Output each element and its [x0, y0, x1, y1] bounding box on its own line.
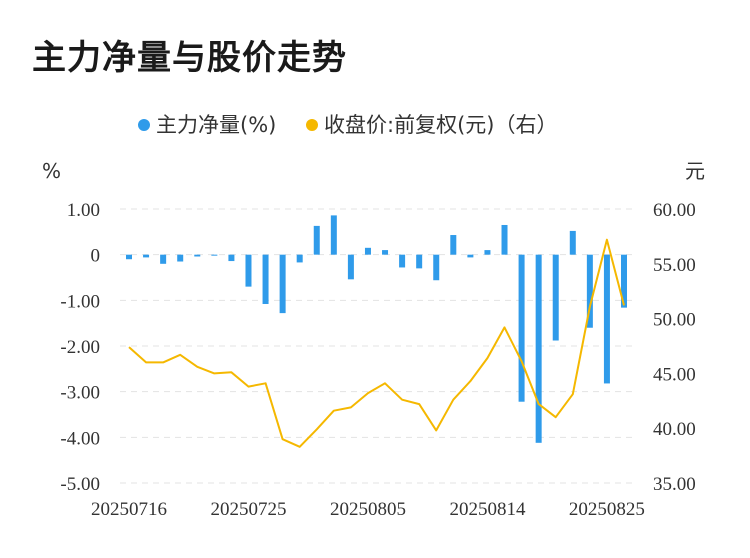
bar-20250805 — [364, 247, 371, 255]
left-tick-label: -4.00 — [60, 428, 100, 449]
chart-title: 主力净量与股价走势 — [32, 38, 347, 78]
left-tick-label: -1.00 — [60, 291, 100, 312]
right-tick-label: 55.00 — [653, 255, 696, 276]
left-tick-label: 0 — [91, 246, 101, 267]
bar-20250723 — [211, 254, 218, 256]
x-tick-label: 20250805 — [330, 499, 406, 520]
x-tick-label: 20250825 — [569, 499, 645, 520]
right-tick-label: 60.00 — [653, 200, 696, 221]
bar-series — [126, 215, 627, 443]
bar-20250821 — [569, 230, 576, 255]
x-tick-label: 20250716 — [91, 499, 167, 520]
right-tick-label: 40.00 — [653, 419, 696, 440]
bar-20250811 — [433, 254, 440, 281]
left-axis-unit: % — [42, 159, 61, 183]
bar-20250716 — [126, 254, 132, 260]
bar-20250730 — [296, 254, 303, 263]
bar-20250804 — [347, 254, 354, 280]
legend: 主力净量(%) 收盘价:前复权(元)（右） — [138, 113, 557, 137]
bar-20250728 — [262, 254, 269, 304]
legend-marker-1 — [306, 119, 318, 131]
bar-20250815 — [501, 224, 508, 255]
bar-20250729 — [279, 254, 286, 314]
bar-20250731 — [313, 225, 320, 255]
bar-20250819 — [535, 254, 542, 443]
gridlines — [120, 208, 632, 484]
bar-20250826 — [621, 254, 627, 308]
line-series — [128, 238, 625, 448]
bar-20250721 — [177, 254, 184, 262]
right-tick-label: 35.00 — [653, 474, 696, 495]
bar-20250822 — [586, 254, 593, 328]
legend-label-1: 收盘价:前复权(元)（右） — [324, 113, 557, 137]
left-tick-label: -3.00 — [60, 383, 100, 404]
right-tick-label: 50.00 — [653, 310, 696, 331]
x-axis: 20250716 20250725 20250805 20250814 20250825 — [91, 499, 645, 520]
bar-20250725 — [245, 254, 252, 287]
bar-20250814 — [484, 250, 491, 255]
bar-20250812 — [450, 235, 457, 255]
bar-20250807 — [399, 254, 406, 268]
bar-20250820 — [552, 254, 559, 341]
bar-20250724 — [228, 254, 235, 262]
bar-20250722 — [194, 254, 201, 257]
bar-20250808 — [416, 254, 423, 269]
bar-20250801 — [330, 215, 337, 255]
right-axis-unit: 元 — [685, 159, 705, 183]
legend-label-0: 主力净量(%) — [156, 113, 276, 137]
left-tick-label: -2.00 — [60, 337, 100, 358]
bar-20250717 — [143, 254, 150, 258]
right-tick-label: 45.00 — [653, 364, 696, 385]
x-tick-label: 20250725 — [210, 499, 286, 520]
left-axis: 1.00 0 -1.00 -2.00 -3.00 -4.00 -5.00 — [60, 200, 100, 495]
bar-20250818 — [518, 254, 525, 402]
left-tick-label: 1.00 — [67, 200, 100, 221]
right-axis: 60.00 55.00 50.00 45.00 40.00 35.00 — [653, 200, 696, 495]
left-tick-label: -5.00 — [60, 474, 100, 495]
x-tick-label: 20250814 — [449, 499, 526, 520]
bar-20250813 — [467, 254, 474, 258]
bar-20250718 — [160, 254, 167, 264]
bar-20250825 — [603, 254, 610, 384]
legend-marker-0 — [138, 119, 150, 131]
close-price-line — [128, 238, 625, 448]
bar-20250806 — [382, 250, 389, 255]
